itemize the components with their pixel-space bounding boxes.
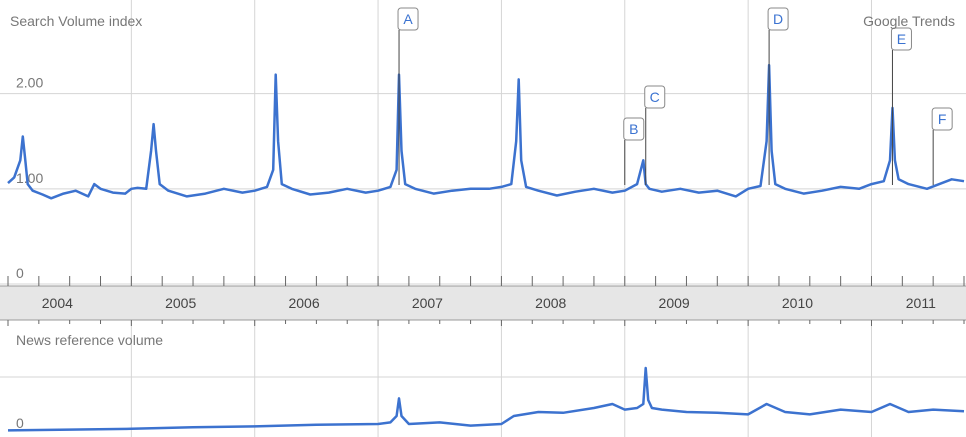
year-label: 2010 xyxy=(782,295,813,311)
marker-box xyxy=(931,107,953,131)
marker-label: F xyxy=(938,111,947,127)
bottom-chart-title: News reference volume xyxy=(16,332,163,348)
news-volume-line xyxy=(7,366,965,432)
marker-box xyxy=(623,117,645,141)
marker-box xyxy=(397,7,419,31)
brand-label: Google Trends xyxy=(863,13,955,29)
y-tick-label: 0 xyxy=(16,265,24,281)
year-band: 2004 2005 2006 2007 2008 2009 2010 2011 xyxy=(0,276,966,326)
y-tick-label: 0 xyxy=(16,415,24,431)
marker-box xyxy=(644,85,666,109)
top-chart-title: Search Volume index xyxy=(10,13,142,29)
y-tick-label: 2.00 xyxy=(16,75,43,91)
series-layer xyxy=(7,63,965,432)
search-volume-line xyxy=(7,63,965,200)
year-label: 2004 xyxy=(42,295,73,311)
marker-box xyxy=(890,27,912,51)
year-label: 2008 xyxy=(535,295,566,311)
marker-label: B xyxy=(629,121,638,137)
marker-box xyxy=(767,7,789,31)
y-tick-label: 1.00 xyxy=(16,170,43,186)
year-label: 2006 xyxy=(288,295,319,311)
year-label: 2011 xyxy=(906,295,936,311)
marker-label: A xyxy=(403,11,413,27)
year-label: 2005 xyxy=(165,295,196,311)
year-label: 2009 xyxy=(659,295,690,311)
marker-label: E xyxy=(897,31,906,47)
marker-label: C xyxy=(650,89,660,105)
event-markers: A BC D E F xyxy=(397,7,953,185)
year-label: 2007 xyxy=(412,295,443,311)
year-band-bg xyxy=(0,286,966,320)
marker-label: D xyxy=(773,11,783,27)
